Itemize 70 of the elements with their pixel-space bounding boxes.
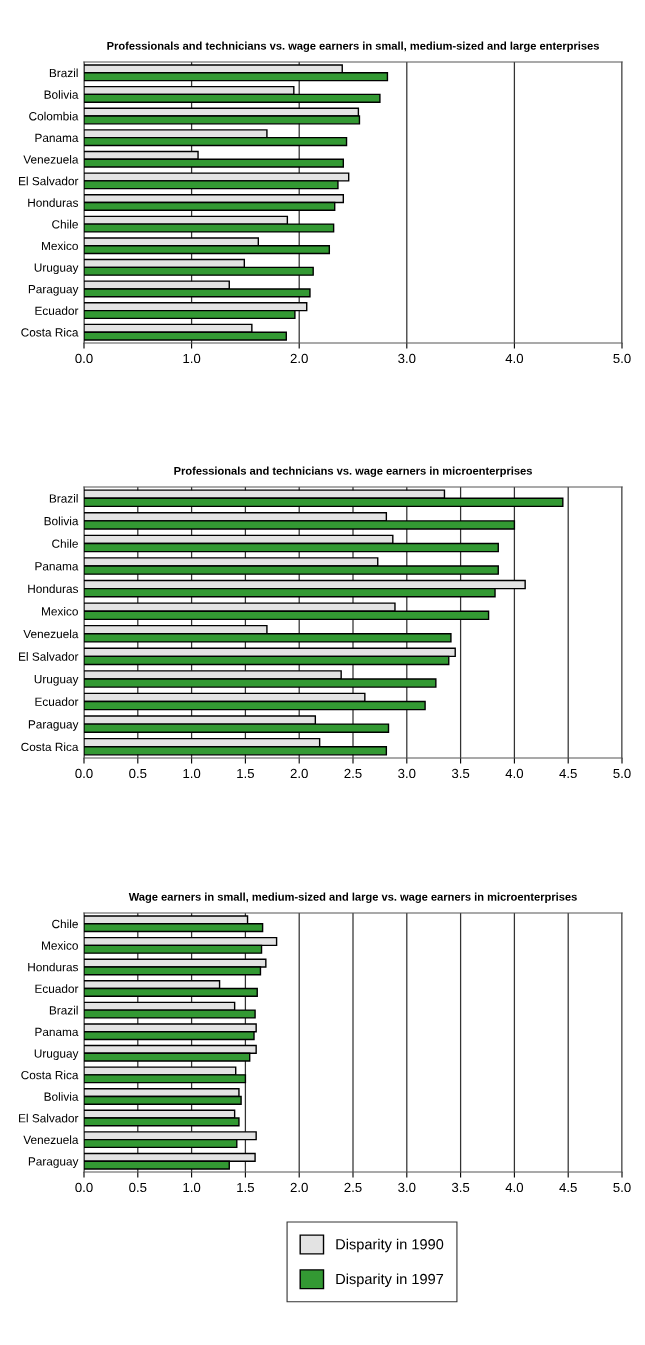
x-tick-label: 0.0 [75, 768, 93, 779]
y-tick-label: Mexico [42, 241, 78, 251]
x-tick-label: 4.0 [505, 768, 524, 779]
x-tick-label: 4.5 [559, 1182, 577, 1193]
y-tick-label: Bolivia [44, 1092, 79, 1101]
y-tick-label: Venezuela [23, 154, 79, 164]
y-tick-label: Panama [35, 133, 79, 143]
x-tick-label: 3.5 [451, 1182, 470, 1193]
x-tick-label: 5.0 [613, 1182, 631, 1193]
y-tick-label: Panama [35, 562, 79, 571]
x-tick-label: 2.0 [290, 1182, 308, 1193]
y-tick-label: Ecuador [35, 697, 79, 706]
x-tick-label: 2.5 [344, 1182, 362, 1193]
x-tick-label: 4.0 [505, 1182, 524, 1193]
y-tick-label: Colombia [29, 111, 79, 121]
y-tick-label: Mexico [42, 606, 78, 616]
x-tick-label: 1.5 [237, 1182, 255, 1193]
y-tick-label: Venezuela [23, 1135, 79, 1145]
x-tick-label: 1.5 [237, 768, 255, 779]
y-tick-label: Bolivia [44, 90, 79, 99]
y-tick-label: El Salvador [19, 1113, 79, 1123]
y-tick-label: Uruguay [34, 675, 79, 686]
x-tick-label: 4.0 [505, 353, 524, 364]
y-tick-label: Venezuela [23, 629, 79, 639]
legend-label: Disparity in 1990 [336, 1238, 444, 1253]
x-tick-label: 0.5 [129, 1182, 147, 1193]
legend-label: Disparity in 1997 [336, 1273, 444, 1288]
chart-title: Professionals and technicians vs. wage earners in small, medium-sized and large enterprises [107, 41, 599, 52]
y-tick-label: Ecuador [35, 306, 79, 315]
y-tick-label: Costa Rica [21, 1070, 79, 1080]
y-tick-label: Brazil [49, 68, 78, 78]
y-tick-label: Honduras [28, 584, 79, 594]
x-tick-label: 1.0 [183, 1182, 201, 1193]
y-tick-label: Paraguay [28, 285, 79, 296]
x-tick-label: 1.0 [183, 768, 201, 779]
y-tick-label: Uruguay [34, 263, 79, 275]
x-tick-label: 4.5 [559, 768, 577, 779]
x-tick-label: 0.5 [129, 768, 147, 779]
y-tick-label: Paraguay [28, 1157, 79, 1168]
chart-title: Professionals and technicians vs. wage earners in microenterprises [174, 466, 532, 477]
y-tick-label: Uruguay [34, 1049, 79, 1061]
y-tick-label: Ecuador [35, 984, 79, 993]
y-tick-label: Honduras [28, 198, 79, 207]
x-tick-label: 0.0 [75, 353, 93, 364]
y-tick-label: Costa Rica [21, 742, 79, 752]
chart-title: Wage earners in small, medium-sized and large vs. wage earners in microenterprises [128, 892, 577, 903]
x-tick-label: 1.0 [183, 353, 201, 364]
y-tick-label: El Salvador [19, 652, 79, 661]
x-tick-label: 2.5 [344, 768, 362, 779]
x-tick-label: 3.0 [398, 1182, 416, 1193]
y-tick-label: Chile [52, 919, 78, 929]
y-tick-label: Brazil [49, 1005, 78, 1015]
y-tick-label: Honduras [28, 962, 79, 972]
x-tick-label: 3.0 [398, 768, 416, 779]
y-tick-label: El Salvador [19, 176, 79, 186]
y-tick-label: Paraguay [28, 720, 79, 731]
y-tick-label: Chile [52, 539, 78, 548]
y-tick-label: Mexico [42, 941, 78, 950]
x-tick-label: 2.0 [290, 768, 308, 779]
y-tick-label: Chile [52, 219, 78, 229]
x-tick-label: 5.0 [613, 353, 631, 364]
y-tick-label: Panama [35, 1027, 79, 1037]
x-tick-label: 2.0 [290, 353, 308, 364]
x-tick-label: 0.0 [75, 1182, 93, 1193]
x-tick-label: 3.5 [451, 768, 470, 779]
x-tick-label: 5.0 [613, 768, 631, 779]
y-tick-label: Costa Rica [21, 327, 79, 337]
x-tick-label: 3.0 [398, 353, 416, 364]
y-tick-label: Bolivia [44, 516, 79, 526]
y-tick-label: Brazil [49, 494, 78, 503]
